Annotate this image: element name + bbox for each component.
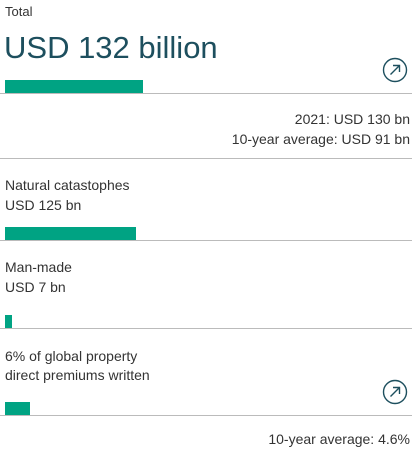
comparison: 2021: USD 130 bn xyxy=(294,111,410,127)
item-value: USD 7 bn xyxy=(5,279,66,295)
bar xyxy=(5,80,143,93)
label: Total xyxy=(5,4,33,19)
separator xyxy=(0,158,412,159)
bar xyxy=(5,402,30,415)
headline: USD 132 billion xyxy=(4,30,218,65)
item-label: Natural catastophes xyxy=(5,177,130,193)
separator xyxy=(0,93,412,94)
item-label: direct premiums written xyxy=(5,367,150,383)
expand-icon[interactable] xyxy=(382,379,408,405)
item-value: USD 125 bn xyxy=(5,197,82,213)
bar xyxy=(5,315,12,328)
separator xyxy=(0,240,412,241)
expand-icon[interactable] xyxy=(382,57,408,83)
item-label: 6% of global property xyxy=(5,348,138,364)
item-label: Man-made xyxy=(5,259,72,275)
bar xyxy=(5,227,136,240)
comparison: 10-year average: USD 91 bn xyxy=(231,131,410,147)
note: 10-year average: 4.6% xyxy=(268,431,410,447)
separator xyxy=(0,415,412,416)
separator xyxy=(0,328,412,329)
